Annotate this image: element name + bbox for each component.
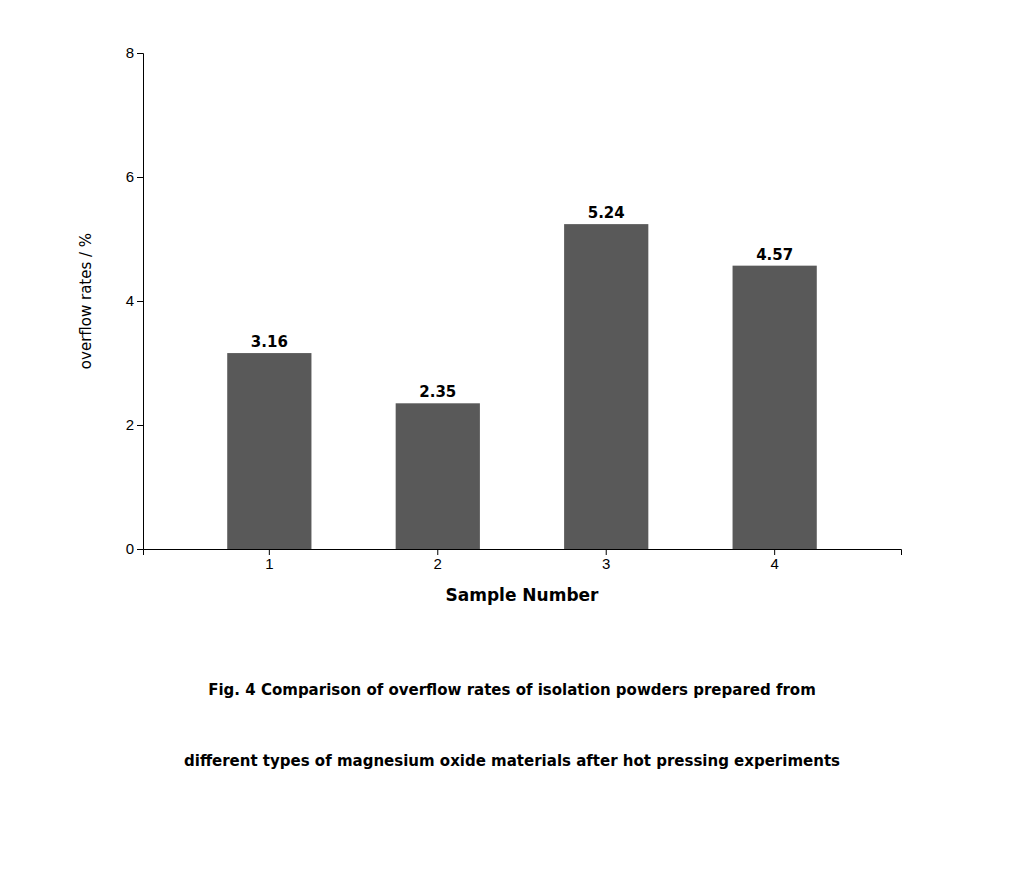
tick-mark [137,177,143,178]
tick-mark [137,549,143,550]
data-label: 5.24 [588,204,625,222]
bar [396,403,480,549]
tick-label: 2 [126,416,134,433]
bar [227,353,311,549]
tick-label: 2 [434,555,442,572]
tick-label: 4 [770,555,778,572]
y-tick: 0 [126,540,143,557]
tick-label: 6 [126,168,134,185]
tick-mark [137,425,143,426]
data-label: 4.57 [756,246,793,264]
caption-line: different types of magnesium oxide mater… [184,752,840,770]
axis-line [144,550,902,556]
axis-line [137,54,144,550]
tick-label: 4 [126,292,134,309]
chart: 1 2 3 4 0 2 4 6 8 3.16 2.35 5.24 4.57 Sample Number ov… [0,0,1024,885]
y-tick: 4 [126,292,143,309]
y-axis: 0 2 4 6 8 [126,44,144,557]
x-tick: 1 [265,549,273,572]
x-axis-title: Sample Number [446,585,600,605]
bars [227,224,817,549]
data-label: 2.35 [419,383,456,401]
tick-label: 3 [602,555,610,572]
y-axis-title: overflow rates / % [77,233,95,369]
caption-line: Fig. 4 Comparison of overflow rates of i… [208,681,816,699]
y-tick: 6 [126,168,143,185]
bar [564,224,648,549]
x-tick: 2 [434,549,442,572]
tick-mark [137,53,143,54]
tick-label: 0 [126,540,134,557]
plot: 1 2 3 4 0 2 4 6 8 3.16 2.35 5.24 4.57 Sample Number ov… [77,44,902,605]
caption: Fig. 4 Comparison of overflow rates of i… [184,681,840,770]
data-label: 3.16 [251,333,288,351]
x-tick: 3 [602,549,610,572]
tick-label: 8 [126,44,134,61]
x-axis: 1 2 3 4 [144,549,902,572]
y-tick: 2 [126,416,143,433]
tick-mark [137,301,143,302]
x-tick: 4 [770,549,778,572]
data-labels: 3.16 2.35 5.24 4.57 [251,204,793,401]
y-tick: 8 [126,44,143,61]
bar [733,266,817,549]
tick-label: 1 [265,555,273,572]
